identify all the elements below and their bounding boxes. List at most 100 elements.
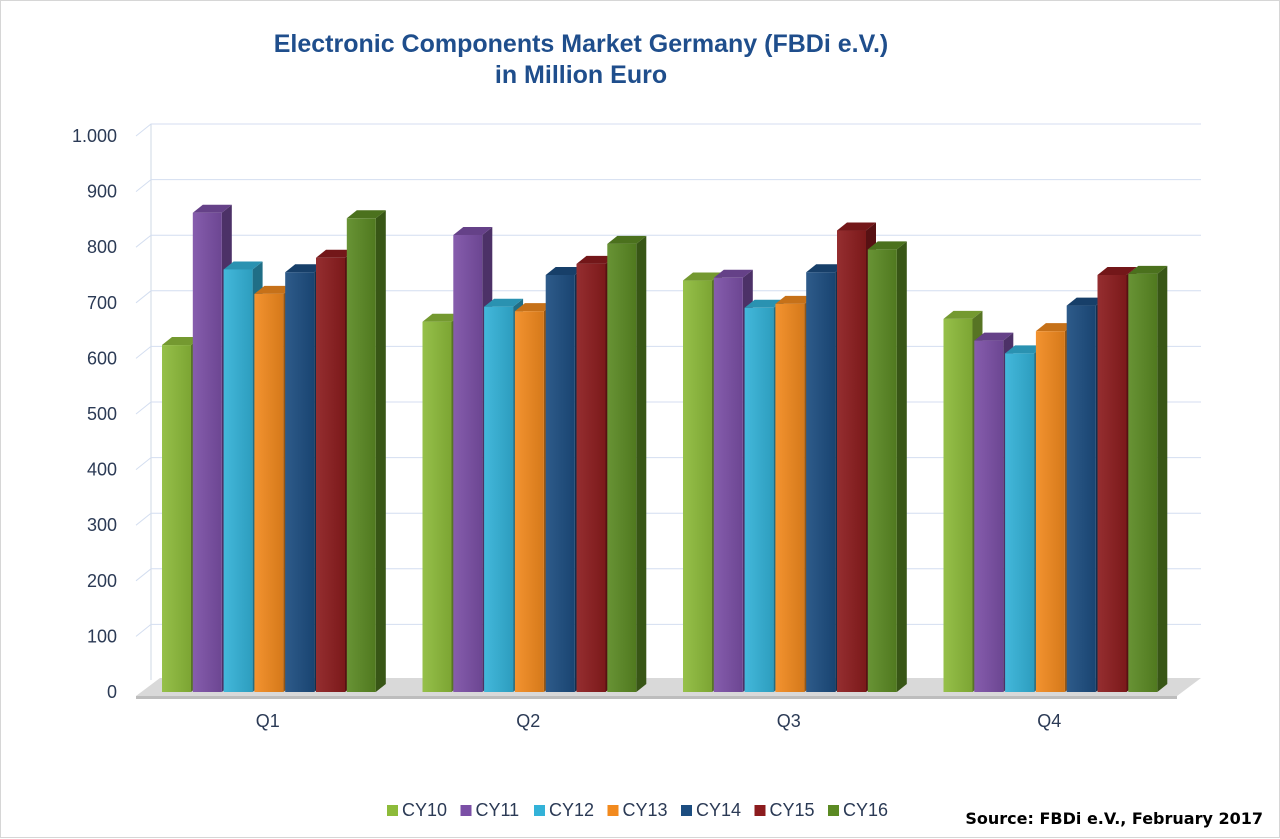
bar-front (607, 243, 637, 692)
bar-top (162, 337, 201, 346)
bar-front (346, 218, 376, 692)
y-tick-label: 200 (87, 571, 117, 591)
bar-side (375, 210, 386, 692)
bar-top (943, 310, 983, 319)
x-tick-label-q1: Q1 (256, 711, 280, 731)
legend-item-cy16: CY16 (828, 800, 888, 820)
chart-subtitle: in Million Euro (495, 61, 667, 89)
bar-top (1035, 323, 1075, 332)
legend-label: CY11 (476, 800, 520, 820)
bar-front (576, 263, 606, 692)
legend-item-cy10: CY10 (387, 800, 447, 820)
bar-front (254, 293, 284, 692)
bar-top (1066, 297, 1106, 306)
bar-top (576, 255, 616, 264)
y-axis: 0 100 200 300 400 500 600 700 800 900 1.000 (72, 126, 117, 702)
bar-front (484, 306, 514, 692)
bar-top (545, 267, 585, 275)
bar-top (254, 285, 294, 294)
bar-front (1005, 353, 1035, 692)
y-tick-label: 0 (107, 682, 117, 702)
gridline (135, 179, 1201, 192)
bar-front (744, 307, 774, 692)
bar-top (346, 210, 386, 219)
bar-front (316, 257, 345, 692)
y-tick-label: 300 (87, 515, 117, 535)
bar-top (607, 235, 647, 244)
legend-item-cy11: CY11 (460, 800, 520, 820)
bar-top (316, 249, 355, 258)
gridline (135, 234, 1201, 248)
bar-top (514, 303, 554, 312)
bar-top (775, 295, 815, 304)
y-tick-label: 900 (87, 182, 117, 202)
floor-edge (136, 696, 1177, 699)
bar-side (636, 235, 647, 692)
y-tick-label: 800 (87, 237, 117, 257)
bar-top (192, 204, 232, 213)
bar-top (744, 299, 784, 308)
source-note: Source: FBDi e.V., February 2017 (965, 809, 1263, 828)
bar-front (974, 340, 1004, 692)
legend-label: CY13 (623, 800, 668, 820)
bar-top (683, 272, 722, 281)
legend-item-cy13: CY13 (607, 800, 668, 820)
x-tick-label-q2: Q2 (516, 711, 540, 731)
y-tick-label: 700 (87, 293, 117, 313)
bars (162, 204, 1168, 692)
legend-swatch (828, 805, 839, 816)
bar-top (453, 226, 493, 235)
bar-cy16-q4 (1128, 265, 1168, 692)
bar-top (1005, 345, 1045, 354)
legend-label: CY14 (696, 800, 741, 820)
bar-top (837, 222, 876, 231)
legend-swatch (607, 805, 619, 816)
legend-swatch (460, 805, 472, 816)
bar-front (806, 272, 836, 692)
bar-front (514, 311, 544, 692)
gridline (135, 123, 1201, 137)
legend-label: CY12 (549, 800, 594, 820)
bar-front (422, 321, 452, 692)
bar-top (484, 298, 524, 307)
legend-label: CY10 (402, 800, 447, 820)
y-tick-label: 1.000 (72, 126, 117, 146)
bar-top (223, 261, 263, 270)
bar-top (1097, 267, 1137, 275)
bar-top (713, 269, 753, 278)
legend-item-cy15: CY15 (754, 800, 815, 820)
legend-swatch (387, 805, 398, 816)
bar-front (867, 249, 897, 692)
bar-front (192, 212, 222, 692)
bar-top (422, 313, 462, 322)
bar-front (285, 272, 315, 692)
bar-front (1128, 273, 1158, 692)
y-tick-label: 100 (87, 626, 117, 646)
bar-front (713, 277, 743, 692)
y-tick-label: 500 (87, 404, 117, 424)
legend-label: CY15 (770, 800, 815, 820)
legend-swatch (534, 805, 545, 816)
x-axis: Q1 Q2 Q3 Q4 (256, 711, 1062, 731)
bar-front (453, 234, 483, 692)
bar-top (285, 264, 325, 273)
bar-front (1066, 305, 1096, 692)
bar-cy16-q2 (607, 235, 647, 692)
bar-side (896, 241, 907, 692)
bar-front (545, 275, 575, 692)
bar-top (974, 332, 1014, 341)
bar-front (1035, 331, 1065, 692)
y-tick-label: 600 (87, 348, 117, 368)
bar-cy16-q1 (346, 210, 386, 692)
x-tick-label-q4: Q4 (1037, 711, 1061, 731)
bar-front (683, 280, 712, 692)
bar-front (162, 345, 191, 692)
bar-top (806, 264, 846, 273)
bar-front (1097, 275, 1127, 692)
y-tick-label: 400 (87, 460, 117, 480)
bar-front (943, 318, 973, 692)
chart-floor (136, 678, 1201, 699)
bar-side (1157, 265, 1168, 692)
